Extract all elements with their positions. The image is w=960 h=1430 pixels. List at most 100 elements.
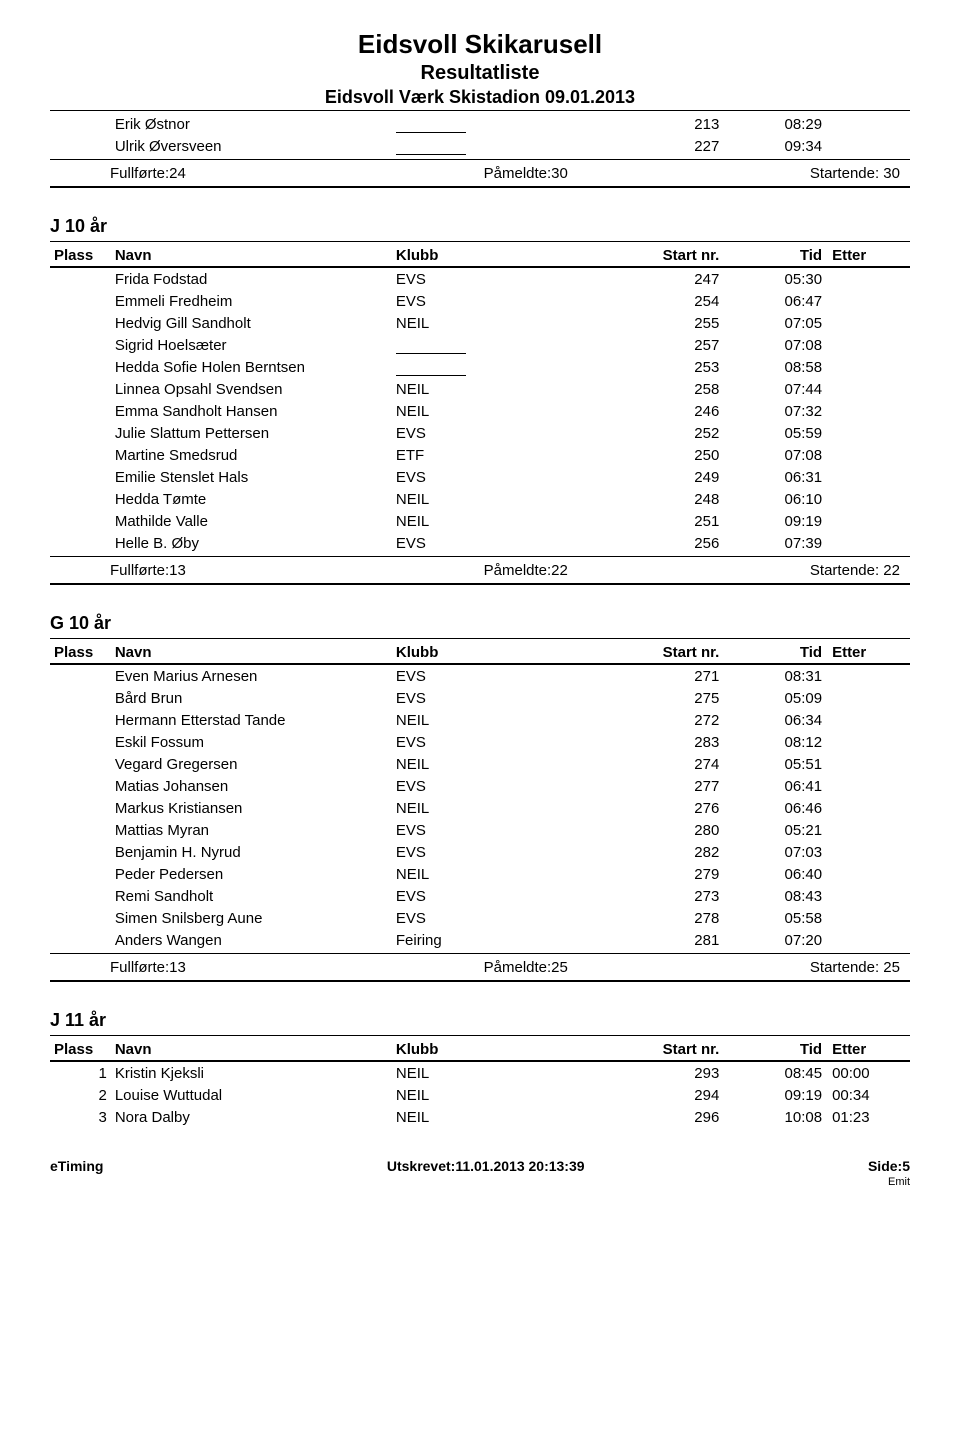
summary-pameldte: Påmeldte:25 [408,956,644,978]
cell-plass [50,709,111,731]
cell-etter: 01:23 [826,1106,910,1128]
table-row: Hedvig Gill SandholtNEIL25507:05 [50,312,910,334]
table-row: Julie Slattum PettersenEVS25205:59 [50,422,910,444]
cell-klubb: NEIL [392,488,610,510]
cell-etter [826,841,910,863]
summary-startende: Startende: 22 [644,559,910,581]
cell-tid: 05:59 [723,422,826,444]
summary-fullforte: Fullførte:13 [50,559,408,581]
rule-heavy [50,186,910,188]
cell-navn: Frida Fodstad [111,267,392,290]
cell-startnr: 248 [610,488,723,510]
cell-startnr: 294 [610,1084,723,1106]
cell-plass [50,444,111,466]
cell-etter [826,863,910,885]
cell-navn: Vegard Gregersen [111,753,392,775]
cell-klubb: EVS [392,532,610,554]
cell-tid: 07:08 [723,444,826,466]
cell-startnr: 276 [610,797,723,819]
cell-etter [826,334,910,356]
cell-tid: 06:46 [723,797,826,819]
cell-etter [826,466,910,488]
cell-plass [50,532,111,554]
cell-navn: Emmeli Fredheim [111,290,392,312]
page-footer: eTiming Utskrevet:11.01.2013 20:13:39 Si… [50,1158,910,1174]
table-row: Emmeli FredheimEVS25406:47 [50,290,910,312]
hdr-navn: Navn [111,244,392,267]
rule [50,159,910,160]
cell-plass [50,687,111,709]
cell-navn: Matias Johansen [111,775,392,797]
cell-navn: Peder Pedersen [111,863,392,885]
hdr-etter: Etter [826,641,910,664]
hdr-plass: Plass [50,244,111,267]
cell-tid: 10:08 [723,1106,826,1128]
rule [50,241,910,242]
cell-startnr: 280 [610,819,723,841]
cell-startnr: 282 [610,841,723,863]
cell-klubb: EVS [392,775,610,797]
cell-navn: Julie Slattum Pettersen [111,422,392,444]
cell-etter [826,510,910,532]
hdr-startnr: Start nr. [610,1038,723,1061]
cell-tid: 08:31 [723,664,826,687]
cell-tid: 05:51 [723,753,826,775]
summary-fullforte: Fullførte:13 [50,956,408,978]
hdr-etter: Etter [826,1038,910,1061]
cell-navn: Nora Dalby [111,1106,392,1128]
table-row: Anders WangenFeiring28107:20 [50,929,910,951]
cell-etter: 00:00 [826,1061,910,1084]
cell-klubb: EVS [392,687,610,709]
cell-navn: Emma Sandholt Hansen [111,400,392,422]
top-summary: Fullførte:24 Påmeldte:30 Startende: 30 [50,162,910,184]
cell-navn: Hedda Sofie Holen Berntsen [111,356,392,378]
cell-etter [826,819,910,841]
table-row: Vegard GregersenNEIL27405:51 [50,753,910,775]
rule [50,638,910,639]
hdr-startnr: Start nr. [610,244,723,267]
section-label: J 11 år [50,1010,910,1031]
cell-navn: Eskil Fossum [111,731,392,753]
cell-plass: 2 [50,1084,111,1106]
cell-etter [826,135,910,157]
cell-plass: 1 [50,1061,111,1084]
cell-plass: 3 [50,1106,111,1128]
table-row: Hermann Etterstad TandeNEIL27206:34 [50,709,910,731]
cell-klubb: EVS [392,907,610,929]
table-row: Eskil FossumEVS28308:12 [50,731,910,753]
cell-startnr: 213 [610,113,723,135]
cell-plass [50,356,111,378]
cell-navn: Markus Kristiansen [111,797,392,819]
cell-plass [50,731,111,753]
cell-tid: 07:03 [723,841,826,863]
cell-klubb: NEIL [392,312,610,334]
table-row: Remi SandholtEVS27308:43 [50,885,910,907]
table-header-row: PlassNavnKlubbStart nr.TidEtter [50,244,910,267]
table-row: Erik Østnor21308:29 [50,113,910,135]
table-row: Mathilde ValleNEIL25109:19 [50,510,910,532]
cell-tid: 06:34 [723,709,826,731]
cell-tid: 06:10 [723,488,826,510]
cell-tid: 09:19 [723,1084,826,1106]
cell-etter [826,709,910,731]
cell-etter [826,664,910,687]
cell-navn: Benjamin H. Nyrud [111,841,392,863]
table-row: Mattias MyranEVS28005:21 [50,819,910,841]
cell-etter [826,113,910,135]
cell-navn: Mattias Myran [111,819,392,841]
cell-etter [826,290,910,312]
hdr-plass: Plass [50,1038,111,1061]
table-row: Benjamin H. NyrudEVS28207:03 [50,841,910,863]
hdr-tid: Tid [723,641,826,664]
cell-plass [50,378,111,400]
cell-navn: Sigrid Hoelsæter [111,334,392,356]
cell-startnr: 256 [610,532,723,554]
cell-startnr: 273 [610,885,723,907]
cell-klubb: NEIL [392,1084,610,1106]
cell-plass [50,819,111,841]
table-row: Matias JohansenEVS27706:41 [50,775,910,797]
cell-etter [826,929,910,951]
cell-navn: Simen Snilsberg Aune [111,907,392,929]
cell-plass [50,797,111,819]
cell-navn: Ulrik Øversveen [111,135,392,157]
